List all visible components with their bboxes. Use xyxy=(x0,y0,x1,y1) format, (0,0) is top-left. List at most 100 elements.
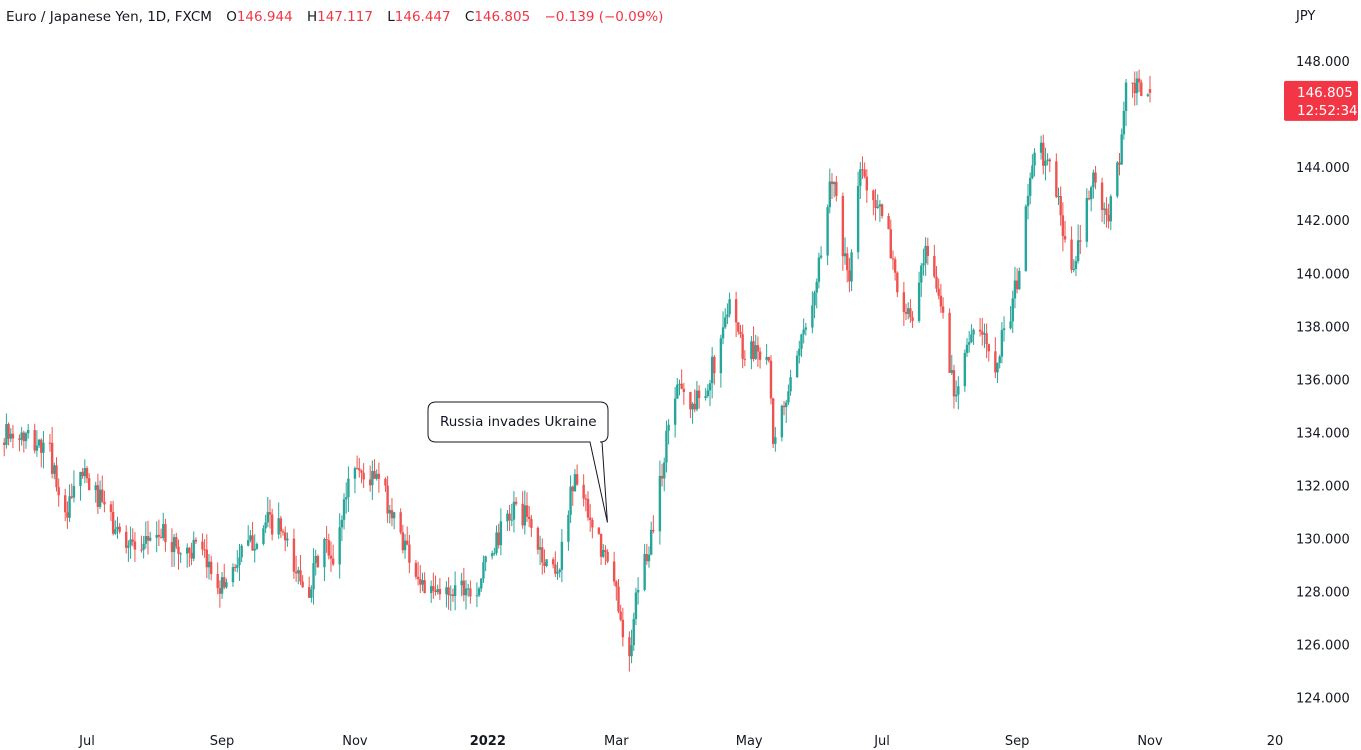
candle-body xyxy=(985,333,988,345)
candle-body xyxy=(800,334,803,349)
candle-body xyxy=(1055,161,1058,197)
candle-body xyxy=(891,258,895,260)
price-tick-label: 132.000 xyxy=(1296,479,1350,494)
candle-body xyxy=(527,516,531,520)
candle-body xyxy=(795,355,799,378)
candle-body xyxy=(355,468,359,470)
time-tick-label: Jul xyxy=(78,734,95,749)
candle-body xyxy=(1076,240,1080,262)
candle-body xyxy=(111,511,115,534)
candle-body xyxy=(832,181,836,185)
candle-body xyxy=(216,574,219,589)
candle-body xyxy=(673,398,677,425)
candle-body xyxy=(896,272,899,293)
candle-body xyxy=(35,445,39,451)
candle-body xyxy=(575,474,579,485)
candle-body xyxy=(493,552,496,554)
candle-body xyxy=(314,556,317,564)
currency-label: JPY xyxy=(1295,9,1315,24)
candle-body xyxy=(466,588,470,590)
candle-body xyxy=(645,554,649,562)
candle-body xyxy=(726,314,729,318)
price-tick-label: 140.000 xyxy=(1296,267,1350,282)
candles-layer xyxy=(3,69,1152,672)
candle-body xyxy=(312,563,315,590)
candle-body xyxy=(345,497,348,500)
time-axis[interactable]: Jul Sep Nov 2022 Mar May Jul Sep Nov 20 xyxy=(78,734,1283,749)
candle-body xyxy=(652,529,655,532)
candle-body xyxy=(621,619,625,638)
time-tick-label: Sep xyxy=(210,734,235,749)
candle-body xyxy=(965,344,969,353)
candle-body xyxy=(739,331,742,335)
candle-body xyxy=(127,545,130,548)
candle-body xyxy=(1018,270,1021,290)
candle-body xyxy=(693,403,696,410)
candle-body xyxy=(220,577,224,594)
candle-body xyxy=(386,485,389,514)
candle-body xyxy=(719,338,723,374)
price-tick-label: 136.000 xyxy=(1296,373,1350,388)
candle-body xyxy=(880,204,884,217)
high-label: H xyxy=(306,9,318,25)
candle-body xyxy=(904,311,908,314)
candle-body xyxy=(691,403,694,410)
candle-body xyxy=(164,524,167,543)
candle-body xyxy=(758,351,762,360)
candle-body xyxy=(392,512,396,519)
candle-body xyxy=(377,473,381,479)
candle-body xyxy=(469,588,472,597)
candle-body xyxy=(649,529,653,555)
candle-body xyxy=(706,390,710,397)
candle-body xyxy=(329,555,333,559)
candle-body xyxy=(388,510,391,514)
annotation-callout[interactable]: Russia invades Ukraine xyxy=(427,401,609,523)
close-value: 146.805 xyxy=(474,9,531,25)
candle-body xyxy=(689,391,692,410)
candle-body xyxy=(514,501,518,504)
candle-body xyxy=(264,522,267,529)
candle-body xyxy=(541,547,544,563)
candle-body xyxy=(175,537,178,547)
candle-body xyxy=(129,539,132,546)
open-label: O xyxy=(226,9,237,25)
candle-body xyxy=(841,195,845,257)
candle-body xyxy=(948,312,951,373)
candle-body xyxy=(20,432,23,440)
candle-body xyxy=(665,430,668,463)
candle-body xyxy=(125,531,128,548)
candle-body xyxy=(209,561,213,575)
candle-body xyxy=(462,580,466,596)
price-axis[interactable]: 124.000 126.000 128.000 130.000 132.000 134.0… xyxy=(1296,55,1350,706)
candle-body xyxy=(1044,160,1047,166)
time-tick-label: Nov xyxy=(342,734,368,749)
candle-body xyxy=(1074,261,1078,269)
candle-body xyxy=(186,547,189,554)
open-value: 146.944 xyxy=(236,9,293,25)
candle-body xyxy=(1070,239,1073,270)
candle-body xyxy=(281,531,285,533)
candle-body xyxy=(155,534,158,538)
candle-body xyxy=(1039,142,1043,153)
candle-body xyxy=(3,442,6,445)
candle-body xyxy=(297,570,300,574)
candle-body xyxy=(628,637,631,657)
candle-body xyxy=(11,433,15,439)
bar-countdown: 12:52:34 xyxy=(1297,103,1358,119)
candle-body xyxy=(826,207,829,256)
candle-body xyxy=(423,580,426,594)
candle-body xyxy=(667,424,670,431)
candle-body xyxy=(765,357,768,360)
candle-body xyxy=(310,589,313,598)
candle-body xyxy=(907,308,910,314)
candle-body xyxy=(53,465,56,474)
candle-body xyxy=(299,570,302,582)
candle-body xyxy=(1140,82,1143,96)
candle-body xyxy=(588,517,592,521)
candle-body xyxy=(682,388,686,392)
candle-body xyxy=(1079,240,1082,242)
symbol-legend: Euro / Japanese Yen, 1D, FXCM O146.944 H… xyxy=(6,9,663,25)
candle-body xyxy=(933,255,936,277)
candle-body xyxy=(630,645,633,657)
